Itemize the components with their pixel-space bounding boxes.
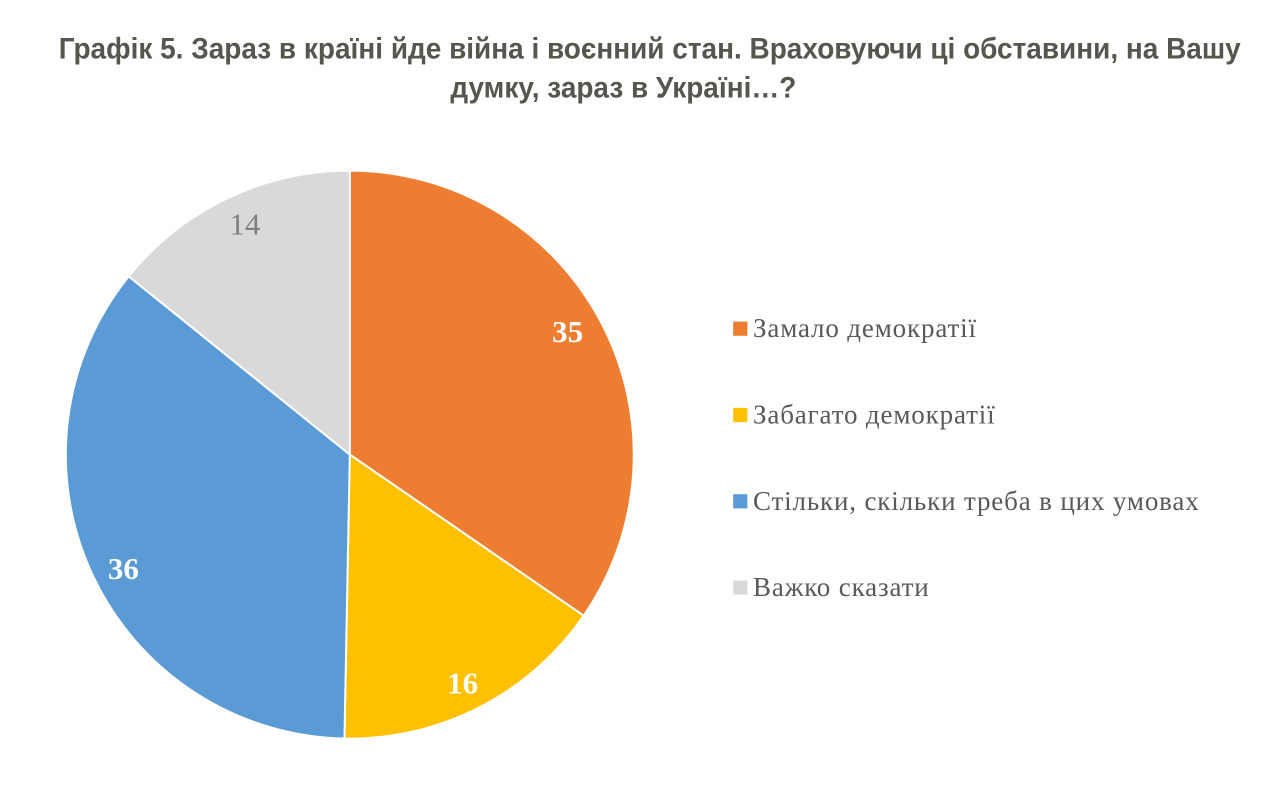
svg-text:Стільки, скільки треба в цих у: Стільки, скільки треба в цих умовах	[753, 486, 1200, 516]
svg-text:Важко сказати: Важко сказати	[753, 572, 930, 602]
svg-text:думку, зараз в Україні…?: думку, зараз в Україні…?	[450, 72, 796, 105]
svg-text:Замало демократії: Замало демократії	[753, 313, 977, 343]
svg-text:16: 16	[447, 666, 478, 701]
svg-text:36: 36	[108, 551, 139, 586]
svg-text:14: 14	[229, 207, 261, 242]
svg-text:Забагато демократії: Забагато демократії	[753, 400, 995, 430]
svg-text:35: 35	[552, 314, 583, 349]
svg-text:Графік 5. Зараз в країні йде в: Графік 5. Зараз в країні йде війна і воє…	[59, 33, 1241, 66]
